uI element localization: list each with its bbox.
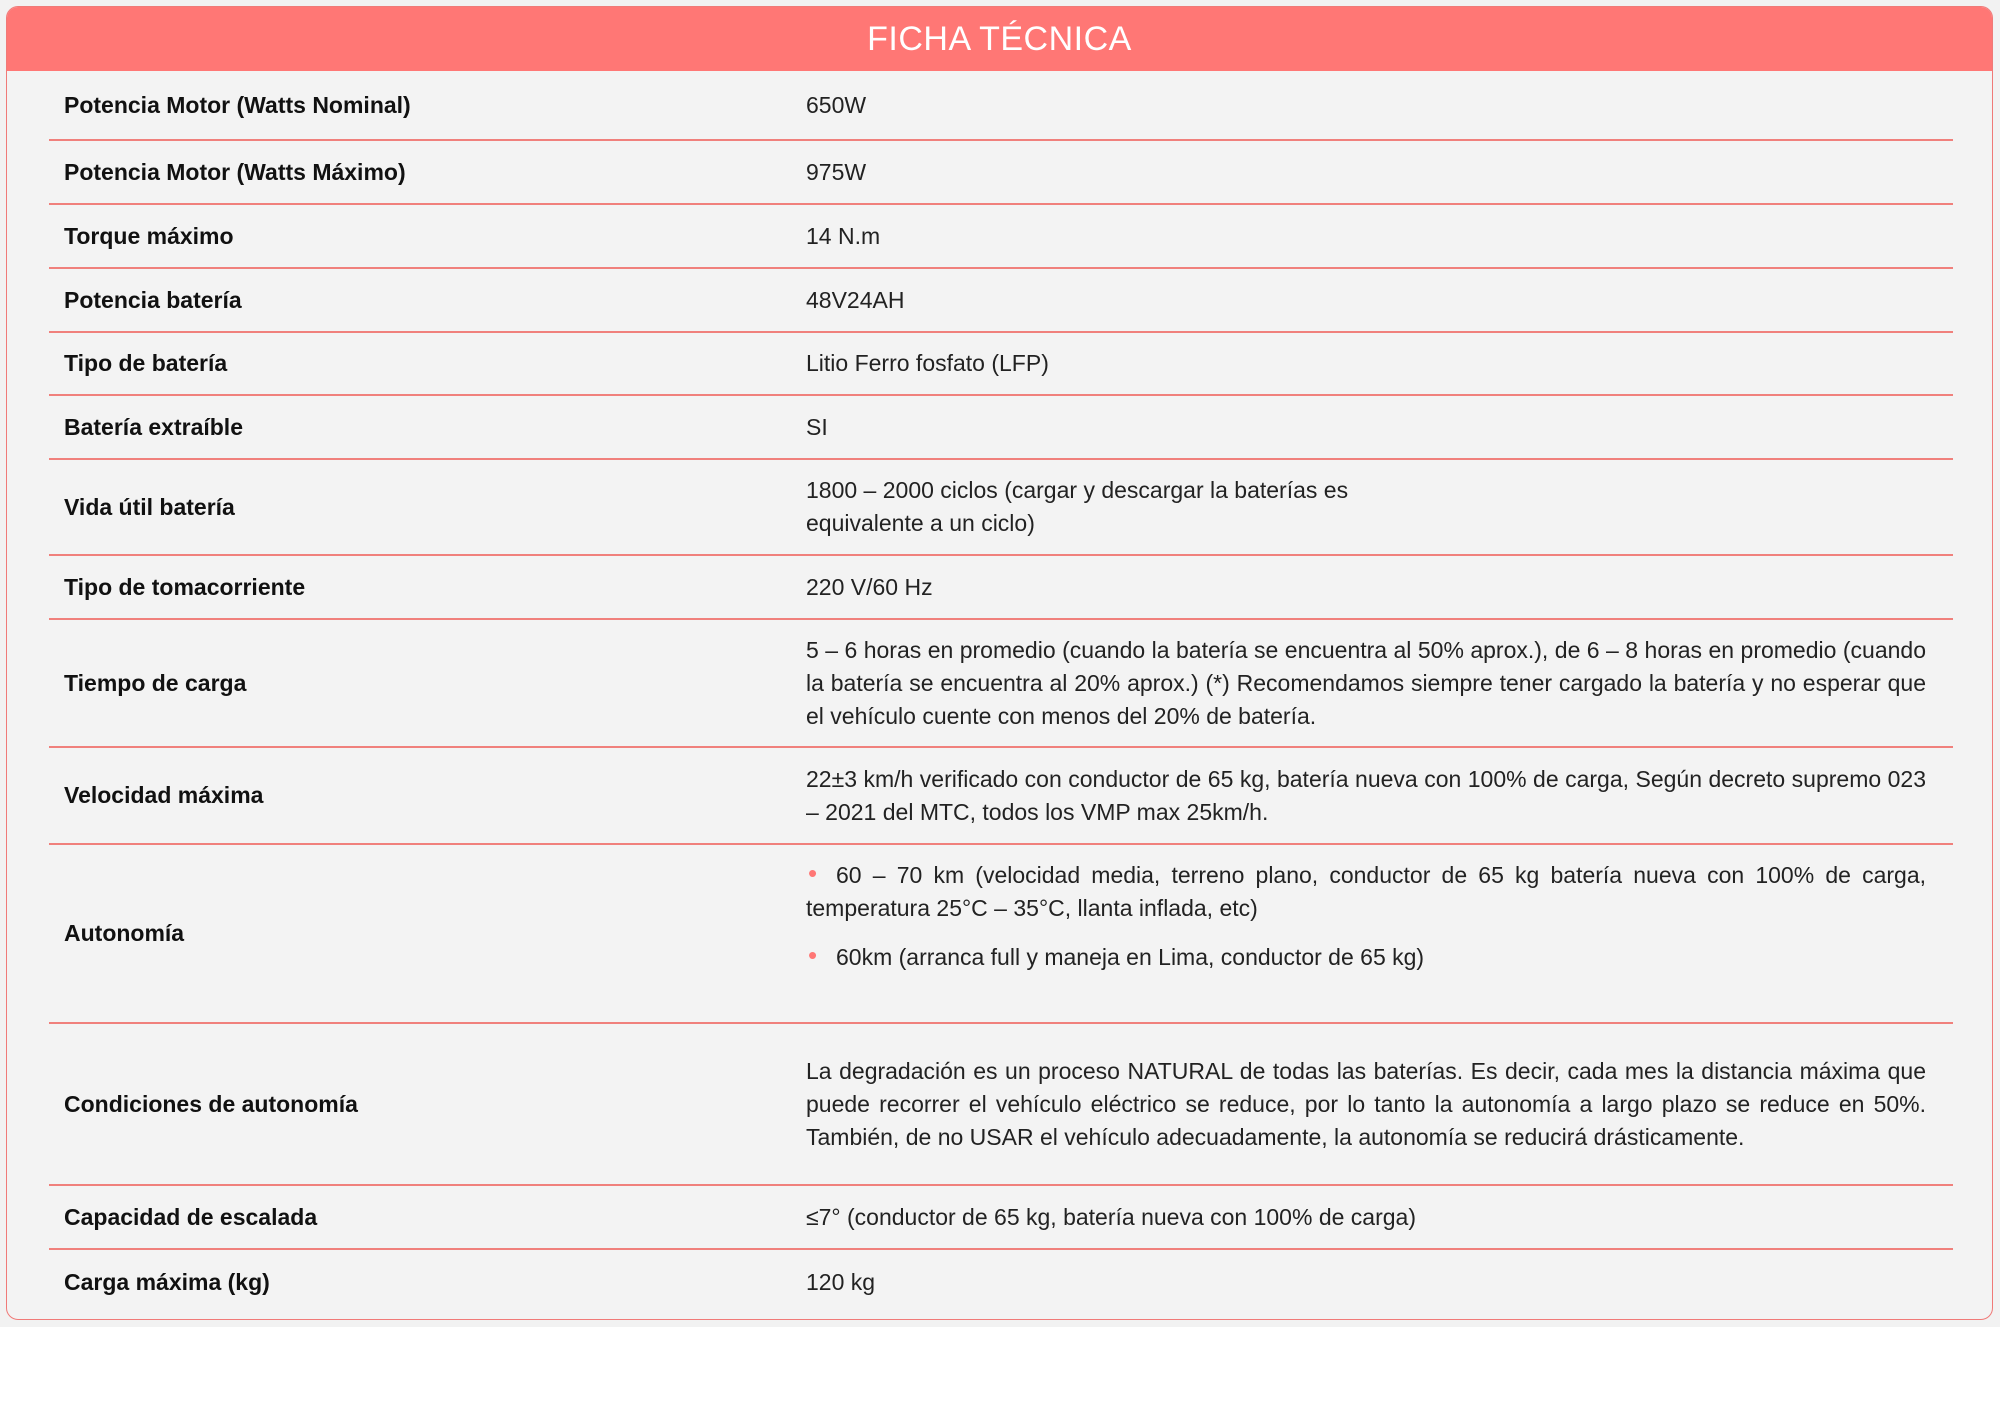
spec-value-list: • 60 – 70 km (velocidad media, terreno pl… <box>806 845 1926 974</box>
spec-row-range: Autonomía • 60 – 70 km (velocidad media, … <box>49 845 1953 1024</box>
spec-label: Vida útil batería <box>64 493 235 520</box>
spec-row-max-load: Carga máxima (kg) 120 kg <box>49 1250 1953 1314</box>
spec-label: Potencia batería <box>64 286 242 313</box>
spec-label: Autonomía <box>64 920 185 946</box>
bullet-icon: • <box>808 940 818 970</box>
spec-label: Carga máxima (kg) <box>64 1268 270 1295</box>
spec-label: Condiciones de autonomía <box>64 1090 358 1117</box>
spec-row-outlet: Tipo de tomacorriente 220 V/60 Hz <box>49 556 1953 620</box>
spec-label: Tipo de batería <box>64 350 228 376</box>
spec-label: Batería extraíble <box>64 413 243 440</box>
spec-row-battery-type: Tipo de batería Litio Ferro fosfato (LFP) <box>49 333 1953 396</box>
spec-row-charge-time: Tiempo de carga 5 – 6 horas en promedio (… <box>49 620 1953 748</box>
bullet-icon: • <box>808 858 818 888</box>
spec-sheet-title: FICHA TÉCNICA <box>7 7 1992 71</box>
spec-label: Torque máximo <box>64 222 234 249</box>
spec-value: 220 V/60 Hz <box>806 573 933 600</box>
spec-label: Velocidad máxima <box>64 782 264 808</box>
spec-label: Tipo de tomacorriente <box>64 573 306 600</box>
spec-value: 975W <box>806 158 867 185</box>
spec-value: 650W <box>806 91 867 118</box>
spec-value: Litio Ferro fosfato (LFP) <box>806 350 1049 376</box>
spec-row-motor-max: Potencia Motor (Watts Máximo) 975W <box>49 141 1953 205</box>
spec-value: La degradación es un proceso NATURAL de … <box>806 1057 1926 1150</box>
spec-value: 14 N.m <box>806 222 881 249</box>
spec-value: SI <box>806 413 828 440</box>
spec-value: 22±3 km/h verificado con conductor de 65… <box>806 765 1926 825</box>
spec-row-torque: Torque máximo 14 N.m <box>49 205 1953 269</box>
spec-label: Potencia Motor (Watts Máximo) <box>64 158 406 185</box>
list-item: • 60 – 70 km (velocidad media, terreno pl… <box>806 858 1926 921</box>
spec-row-battery-power: Potencia batería 48V24AH <box>49 269 1953 333</box>
spec-row-climbing: Capacidad de escalada ≤7° (conductor de 6… <box>49 1186 1953 1250</box>
spec-label: Potencia Motor (Watts Nominal) <box>64 91 411 118</box>
spec-value: 1800 – 2000 ciclos (cargar y descargar l… <box>806 477 1349 536</box>
spec-value: 5 – 6 horas en promedio (cuando la bater… <box>806 636 1926 729</box>
spec-label: Capacidad de escalada <box>64 1203 318 1230</box>
spec-value: 120 kg <box>806 1268 876 1295</box>
spec-label: Tiempo de carga <box>64 669 247 696</box>
spec-row-max-speed: Velocidad máxima 22±3 km/h verificado con… <box>49 748 1953 845</box>
list-item: • 60km (arranca full y maneja en Lima, co… <box>808 940 1425 970</box>
spec-value: ≤7° (conductor de 65 kg, batería nueva c… <box>806 1203 1416 1230</box>
spec-row-motor-nominal: Potencia Motor (Watts Nominal) 650W <box>49 71 1953 141</box>
spec-sheet-card: FICHA TÉCNICA Potencia Motor (Watts Nomi… <box>6 6 1993 1320</box>
spec-table: Potencia Motor (Watts Nominal) 650W Poten… <box>49 71 1953 1314</box>
spec-row-range-conditions: Condiciones de autonomía La degradación e… <box>49 1024 1953 1186</box>
spec-row-removable-battery: Batería extraíble SI <box>49 396 1953 460</box>
spec-value: 48V24AH <box>806 286 905 313</box>
spec-row-battery-life: Vida útil batería 1800 – 2000 ciclos (car… <box>49 460 1953 556</box>
